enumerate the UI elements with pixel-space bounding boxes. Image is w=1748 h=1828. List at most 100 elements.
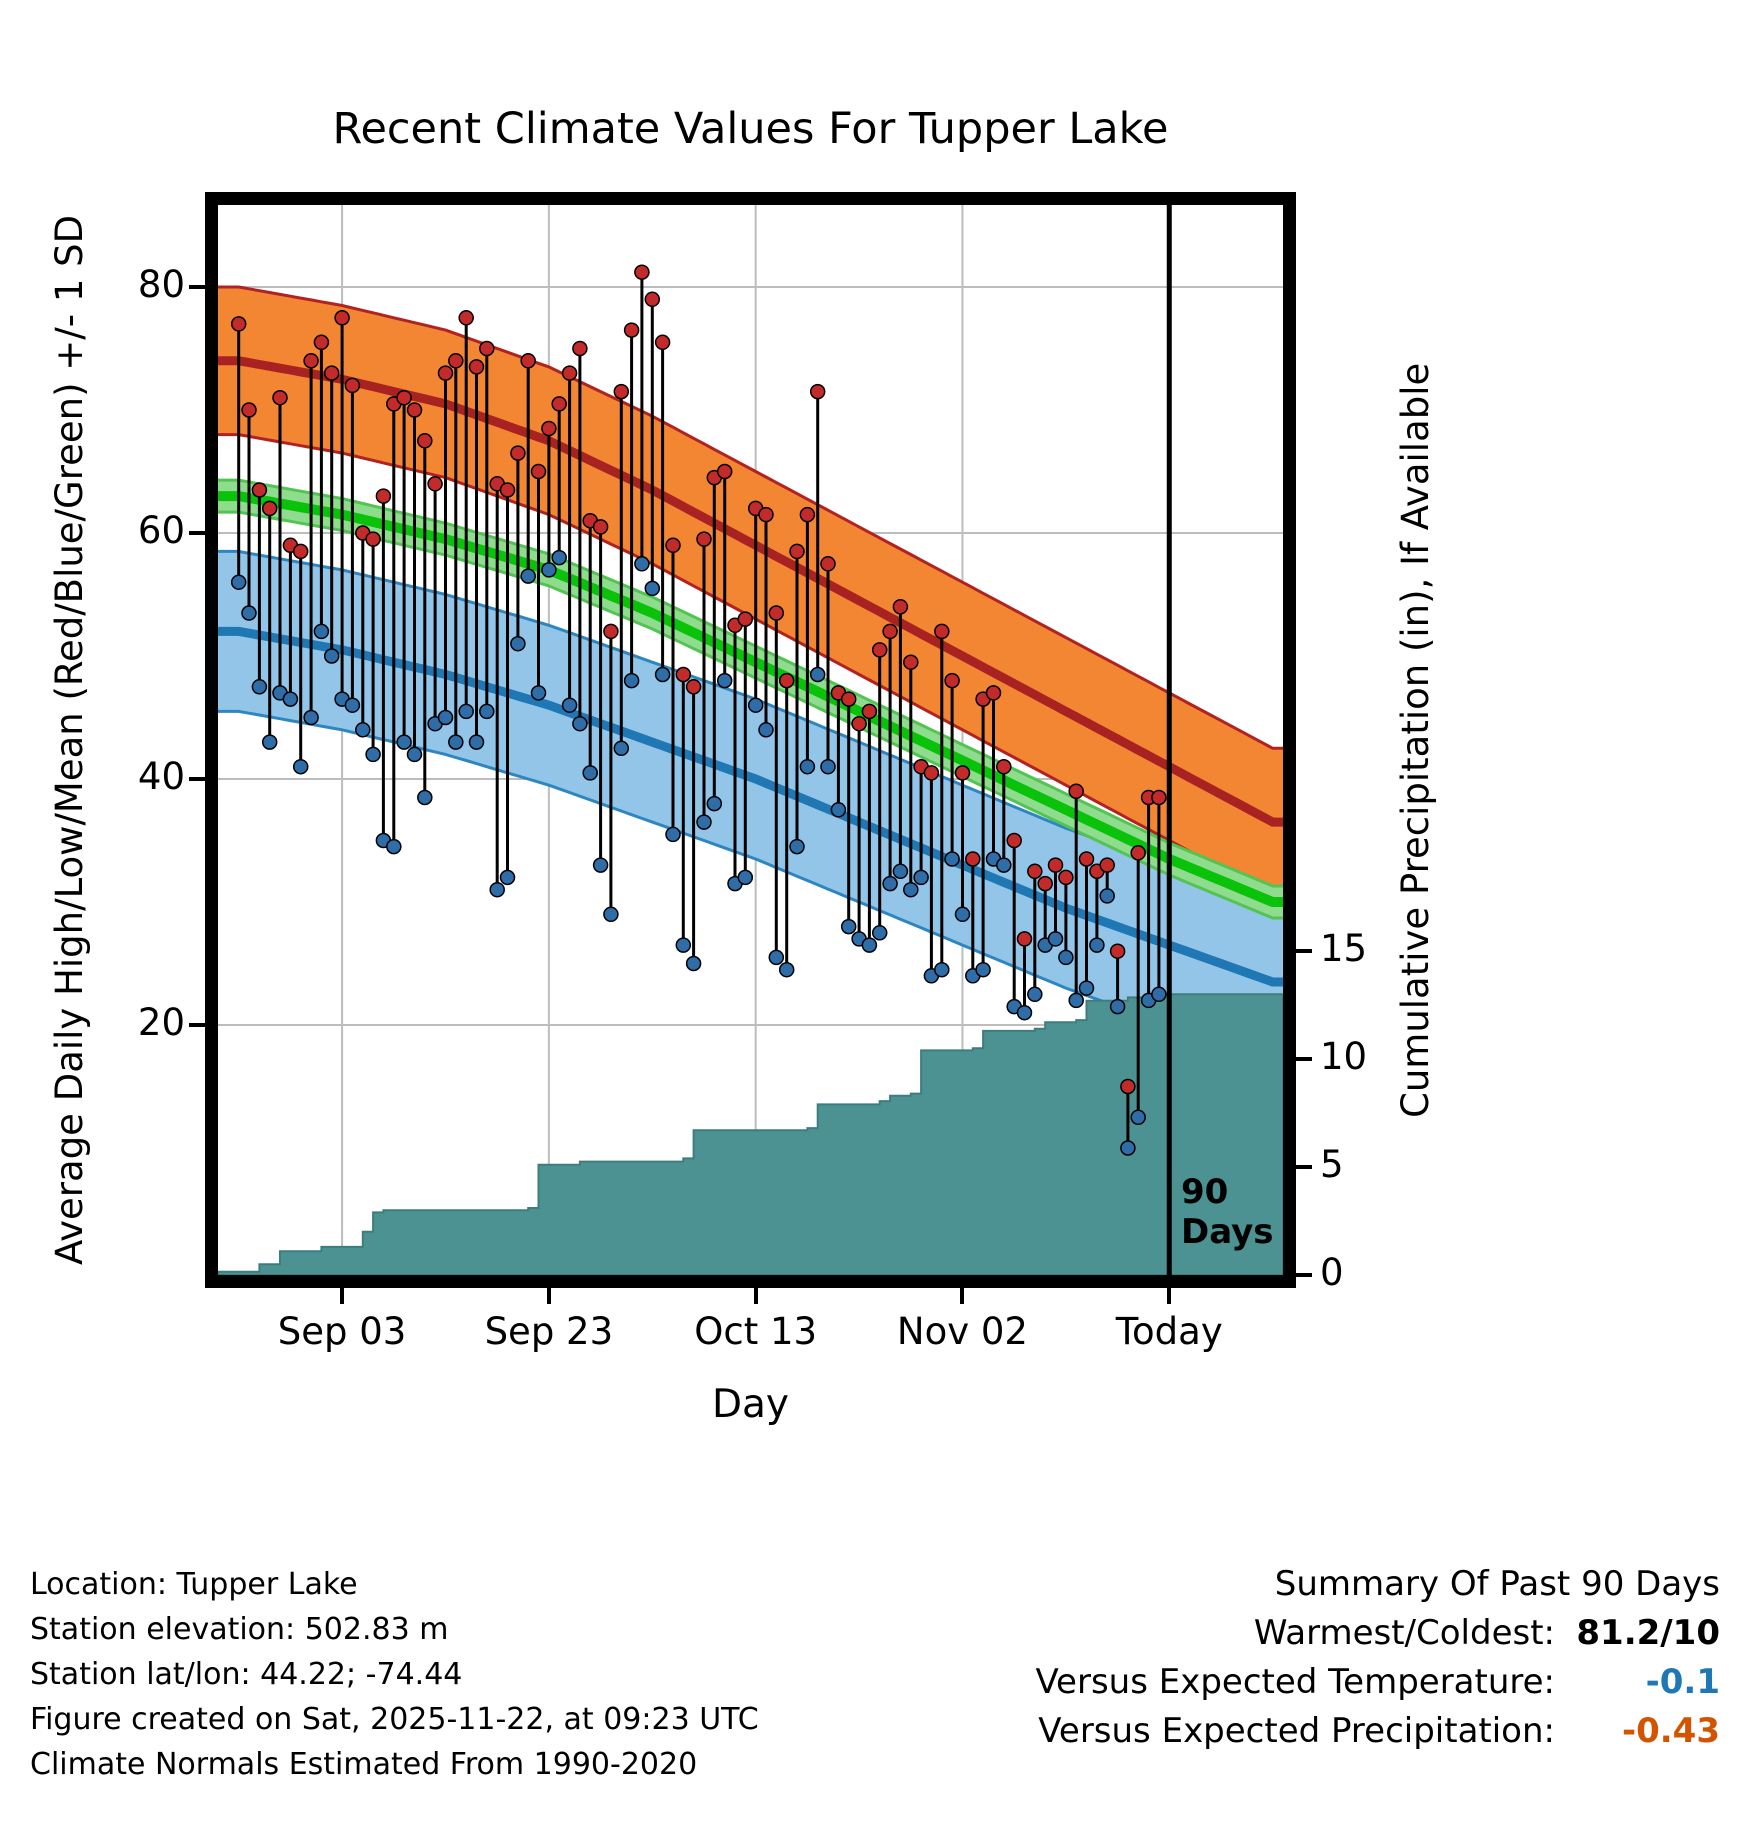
daily-high-marker [1099,857,1115,873]
y-left-tick-label: 80 [137,263,185,306]
daily-high-marker [789,543,805,560]
y-left-tick-label: 60 [137,509,185,552]
summary-row: Warmest/Coldest: 81.2/10 [1035,1609,1720,1658]
daily-low-marker [520,568,536,584]
left-axis-label: Average Daily High/Low/Mean (Red/Blue/Gr… [48,214,91,1266]
daily-low-marker [1078,980,1095,996]
daily-low-marker [437,709,454,726]
daily-low-marker [530,685,547,701]
daily-high-marker [603,623,619,640]
daily-low-marker [541,562,557,578]
daily-high-marker [675,666,692,683]
daily-low-marker [747,697,764,713]
daily-low-marker [799,758,816,775]
daily-high-marker [344,377,361,394]
daily-low-marker [479,703,495,720]
daily-low-marker [830,802,847,818]
x-tick-label: Sep 03 [277,1310,407,1353]
daily-high-marker [985,685,1002,701]
x-tick-label: Sep 23 [484,1310,614,1353]
daily-high-marker [768,605,785,621]
daily-low-marker [1109,998,1126,1015]
daily-low-marker [448,734,464,750]
daily-high-marker [592,519,609,535]
daily-high-marker [716,463,733,480]
daily-high-marker [448,353,464,369]
daily-low-marker [230,574,247,590]
daily-low-marker [1130,1109,1146,1126]
station-info-line: Station elevation: 502.83 m [30,1612,449,1647]
y-left-tick-mark [189,1023,205,1027]
daily-low-marker [572,715,588,732]
daily-high-marker [1047,857,1064,873]
daily-low-marker [644,580,661,597]
daily-low-marker [1068,992,1084,1009]
y-right-tick-label: 15 [1320,927,1368,970]
daily-high-marker [903,654,919,670]
ninety-days-line2: Days [1181,1212,1274,1252]
daily-high-marker [1068,783,1084,800]
daily-low-marker [944,851,960,867]
daily-low-marker [510,635,526,652]
daily-high-marker [665,537,681,554]
daily-high-marker [334,310,350,326]
daily-low-marker [954,906,971,923]
daily-low-marker [468,734,485,750]
daily-high-marker [654,334,671,351]
low-band [218,551,1283,1062]
mean-band-top-edge [218,478,1283,888]
daily-low-marker [1120,1140,1136,1156]
summary-block: Summary Of Past 90 Days Warmest/Coldest:… [1035,1560,1720,1756]
daily-low-marker [1151,986,1167,1003]
ninety-days-annotation: 90 Days [1181,1172,1274,1252]
daily-low-marker [417,789,433,806]
daily-low-marker [551,549,567,566]
daily-low-marker [871,925,888,941]
daily-high-marker [840,691,857,707]
daily-low-marker [406,746,423,763]
daily-high-marker [851,715,867,732]
daily-low-marker [882,875,898,892]
daily-high-marker [406,402,423,418]
daily-high-marker [934,623,950,640]
daily-low-marker [355,722,371,738]
y-right-tick-label: 5 [1320,1143,1344,1186]
summary-row-value: 81.2/10 [1576,1613,1720,1653]
daily-high-marker [634,264,650,280]
daily-low-marker [313,623,330,640]
daily-low-marker [934,961,950,978]
x-tick-mark [340,1288,345,1304]
daily-high-marker [1027,863,1043,880]
daily-low-marker [396,734,412,750]
daily-low-marker [592,857,609,873]
daily-low-marker [1099,888,1115,904]
high-band [218,287,1283,896]
daily-low-marker [903,881,919,898]
chart-title: Recent Climate Values For Tupper Lake [332,104,1169,154]
daily-low-marker [892,863,909,880]
high-mean-line [218,356,1283,827]
daily-high-marker [996,758,1012,775]
daily-low-marker [613,740,630,757]
daily-high-marker [427,476,443,492]
station-info-line: Climate Normals Estimated From 1990-2020 [30,1747,698,1782]
y-left-tick-mark [189,531,205,535]
daily-low-marker [386,838,402,855]
daily-high-marker [820,556,836,572]
station-info-line: Figure created on Sat, 2025-11-22, at 09… [30,1702,759,1737]
daily-high-marker [313,334,330,351]
y-left-tick-mark [189,285,205,289]
daily-low-marker [706,795,723,812]
y-right-tick-mark [1296,1273,1312,1277]
daily-low-marker [975,961,991,978]
daily-high-marker [458,310,474,326]
daily-high-marker [944,672,960,689]
daily-high-marker [892,599,909,615]
daily-high-marker [261,500,278,517]
right-axis-label: Cumulative Precipitation (in), If Availa… [1394,362,1437,1118]
daily-high-marker [882,623,898,640]
daily-low-marker [996,857,1012,873]
low-mean-line [218,626,1283,987]
daily-high-marker [241,402,257,418]
daily-low-marker [292,758,309,775]
